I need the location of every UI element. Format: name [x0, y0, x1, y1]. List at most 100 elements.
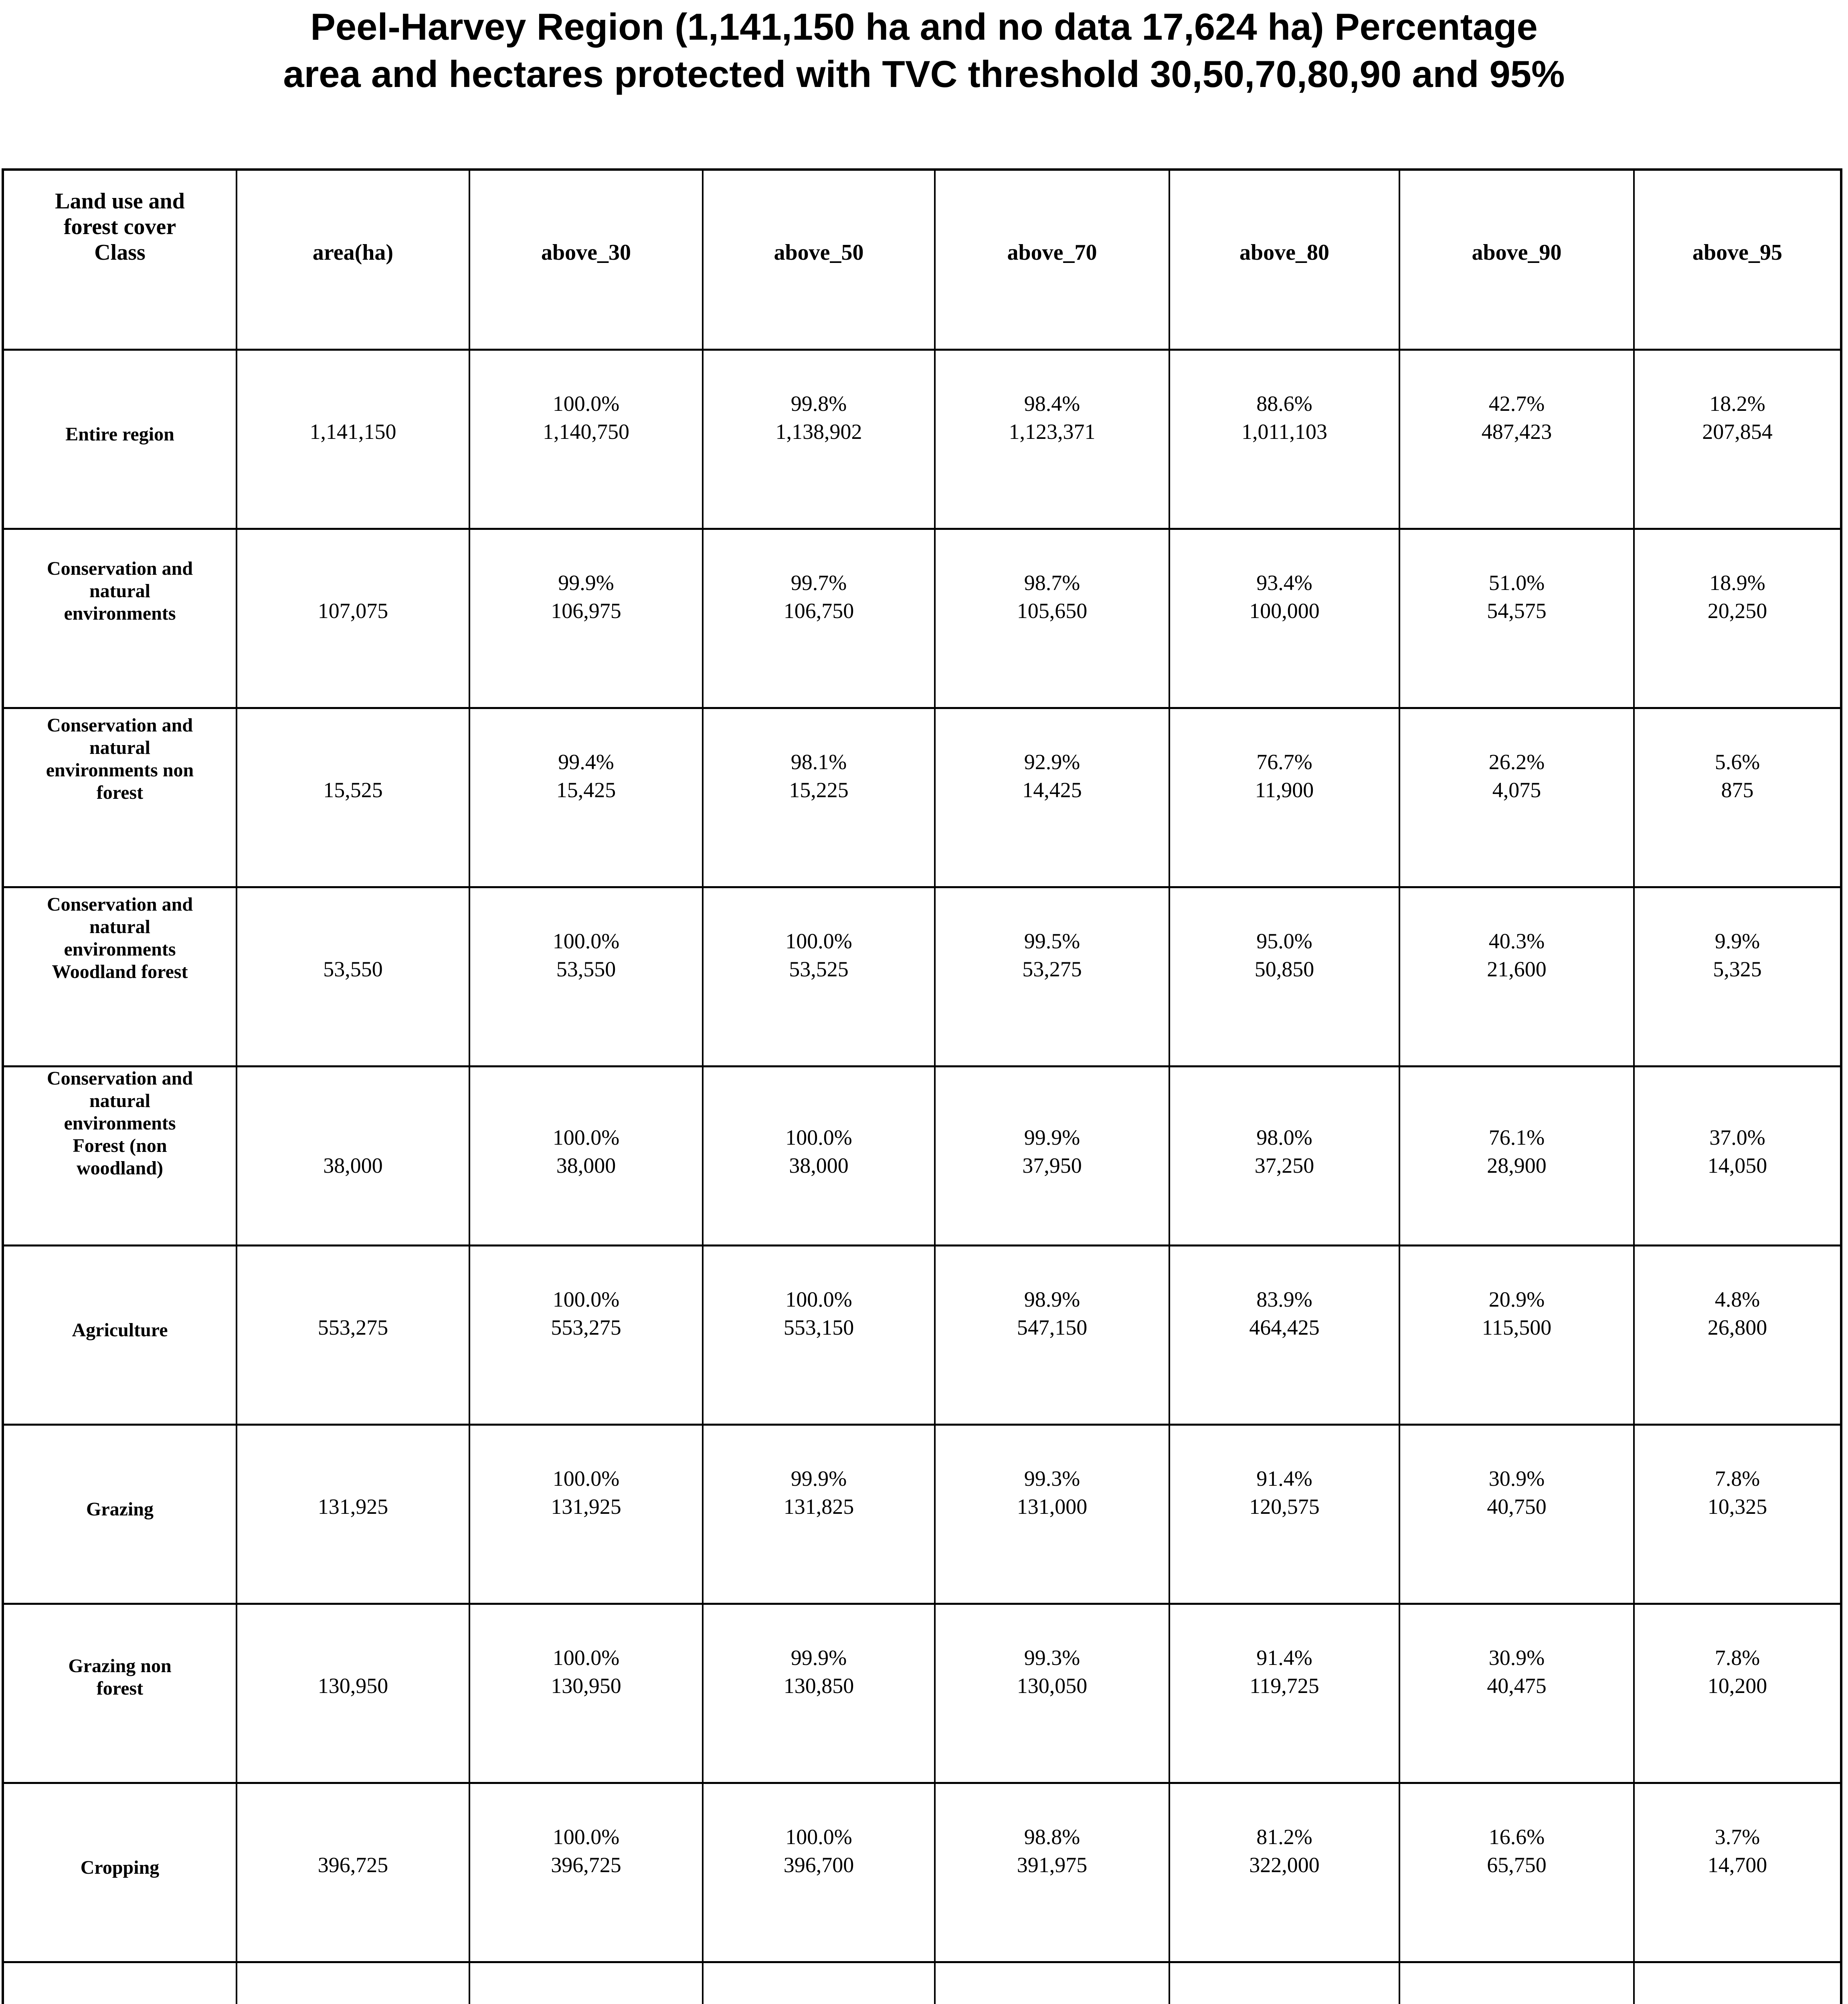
class-cell: Conservation and natural environments	[47, 558, 193, 624]
hectares-line: 130,850	[783, 1674, 854, 1698]
percent-line: 91.4%	[1256, 1467, 1312, 1491]
hectares-line: 11,900	[1255, 778, 1314, 802]
hectares-line: 53,550	[556, 957, 616, 981]
header-cell-area: area(ha)	[236, 171, 469, 349]
percent-line: 36.5%	[1489, 2002, 1545, 2004]
page-title: Peel-Harvey Region (1,141,150 ha and no …	[0, 3, 1848, 98]
value-cell: 76.7% 11,900	[1169, 709, 1399, 886]
area-cell: 53,550	[236, 888, 469, 1065]
hectares-line: 38,000	[556, 1154, 616, 1178]
value-cell: 98.4% 1,123,371	[934, 351, 1169, 528]
percent-line: 98.4%	[1024, 392, 1080, 416]
value-cell: 4.8% 26,800	[1633, 1246, 1840, 1424]
hectares-line: 20,250	[1707, 599, 1767, 623]
percent-line: 26.2%	[1488, 750, 1545, 774]
percent-line: 76.1%	[1488, 1125, 1545, 1149]
value-cell: 100.0% 53,550	[469, 888, 702, 1065]
hectares-line: 53,525	[789, 957, 849, 981]
value-cell: 7.2%1,775	[1633, 1963, 1840, 2004]
value-cell: 99.5% 53,275	[934, 888, 1169, 1065]
percent-line: 91.4%	[1256, 1646, 1312, 1670]
hectares-line: 54,575	[1487, 599, 1547, 623]
percent-line: 100.0%	[552, 929, 620, 953]
value-cell: 95.0% 50,850	[1169, 888, 1399, 1065]
percent-line: 88.7%	[1256, 2002, 1312, 2004]
class-cell: Entire region	[65, 424, 174, 445]
value-cell: 7.8% 10,200	[1633, 1605, 1840, 1782]
area-cell: 1,141,150	[236, 351, 469, 528]
hectares-line: 4,075	[1492, 778, 1541, 802]
header-cell-class: Land use and forest cover Class	[55, 189, 185, 265]
hectares-line: 106,750	[783, 599, 854, 623]
value-cell: 51.0% 54,575	[1399, 530, 1633, 707]
class-cell: Conservation and natural environments non f…	[46, 715, 194, 803]
percent-line: 93.4%	[1256, 571, 1312, 595]
header-cell-above_80: above_80	[1169, 171, 1399, 349]
hectares-line: 40,475	[1487, 1674, 1547, 1698]
value-cell: 30.9% 40,475	[1399, 1605, 1633, 1782]
percent-line: 98.7%	[1024, 571, 1080, 595]
percent-line: 100.0%	[785, 2002, 852, 2004]
percent-line: 98.1%	[791, 750, 847, 774]
page-title-line1: Peel-Harvey Region (1,141,150 ha and no …	[310, 6, 1538, 48]
hectares-line: 100,000	[1249, 599, 1320, 623]
percent-line: 18.9%	[1709, 571, 1765, 595]
percent-line: 98.0%	[1256, 1125, 1312, 1149]
value-cell: 100.0% 553,275	[469, 1246, 702, 1424]
value-cell: 18.9% 20,250	[1633, 530, 1840, 707]
class-cell: Conservation and natural environments Woodl…	[47, 894, 193, 982]
percent-line: 30.9%	[1488, 1646, 1545, 1670]
percent-line: 81.2%	[1256, 1825, 1312, 1849]
hectares-line: 40,750	[1487, 1495, 1547, 1519]
value-cell: 99.3% 131,000	[934, 1426, 1169, 1603]
percent-line: 100.0%	[552, 1287, 620, 1311]
area-cell: 396,725	[236, 1784, 469, 1961]
percent-line: 100.0%	[785, 1825, 852, 1849]
value-cell: 100.0% 396,700	[702, 1784, 934, 1961]
value-cell: 100.0% 130,950	[469, 1605, 702, 1782]
hectares-line: 487,423	[1481, 420, 1552, 444]
table-row: Irrigation24,625100.0%24,625100.0%24,625…	[4, 1961, 1840, 2004]
percent-line: 99.9%	[791, 1467, 847, 1491]
hectares-line: 53,275	[1022, 957, 1082, 981]
value-cell: 100.0% 38,000	[702, 1067, 934, 1262]
value-cell: 9.9% 5,325	[1633, 888, 1840, 1065]
percent-line: 16.6%	[1488, 1825, 1545, 1849]
percent-line: 30.9%	[1488, 1467, 1545, 1491]
header-cell-above_70: above_70	[934, 171, 1169, 349]
value-cell: 36.5%9,000	[1399, 1963, 1633, 2004]
percent-line: 42.7%	[1488, 392, 1545, 416]
hectares-line: 131,825	[783, 1495, 854, 1519]
percent-line: 100.0%	[552, 392, 620, 416]
value-cell: 99.9% 37,950	[934, 1067, 1169, 1262]
percent-line: 100.0%	[552, 1125, 620, 1149]
area-cell: 130,950	[236, 1605, 469, 1782]
value-cell: 81.2% 322,000	[1169, 1784, 1399, 1961]
percent-line: 100.0%	[785, 1287, 852, 1311]
percent-line: 3.7%	[1715, 1825, 1760, 1849]
hectares-line: 106,975	[551, 599, 621, 623]
hectares-line: 131,925	[551, 1495, 621, 1519]
hectares-line: 37,250	[1254, 1154, 1314, 1178]
value-cell: 26.2% 4,075	[1399, 709, 1633, 886]
value-cell: 88.7%21,850	[1169, 1963, 1399, 2004]
value-cell: 98.8% 391,975	[934, 1784, 1169, 1961]
class-cell: Conservation and natural environments Fores…	[47, 1068, 193, 1179]
value-cell: 100.0%24,625	[702, 1963, 934, 2004]
class-cell: Cropping	[80, 1857, 160, 1878]
value-cell: 98.1% 15,225	[702, 709, 934, 886]
hectares-line: 130,950	[551, 1674, 621, 1698]
class-cell: Grazing	[86, 1499, 154, 1520]
area-cell: 24,625	[236, 1963, 469, 2004]
percent-line: 40.3%	[1488, 929, 1545, 953]
percent-line: 100.0%	[552, 1467, 620, 1491]
hectares-line: 14,050	[1707, 1154, 1767, 1178]
header-cell-above_50: above_50	[702, 171, 934, 349]
class-cell: Agriculture	[72, 1319, 168, 1341]
percent-line: 99.7%	[791, 571, 847, 595]
header-cell-above_90: above_90	[1399, 171, 1633, 349]
percent-line: 76.7%	[1256, 750, 1312, 774]
value-cell: 100.0% 38,000	[469, 1067, 702, 1262]
percent-line: 99.9%	[791, 1646, 847, 1670]
